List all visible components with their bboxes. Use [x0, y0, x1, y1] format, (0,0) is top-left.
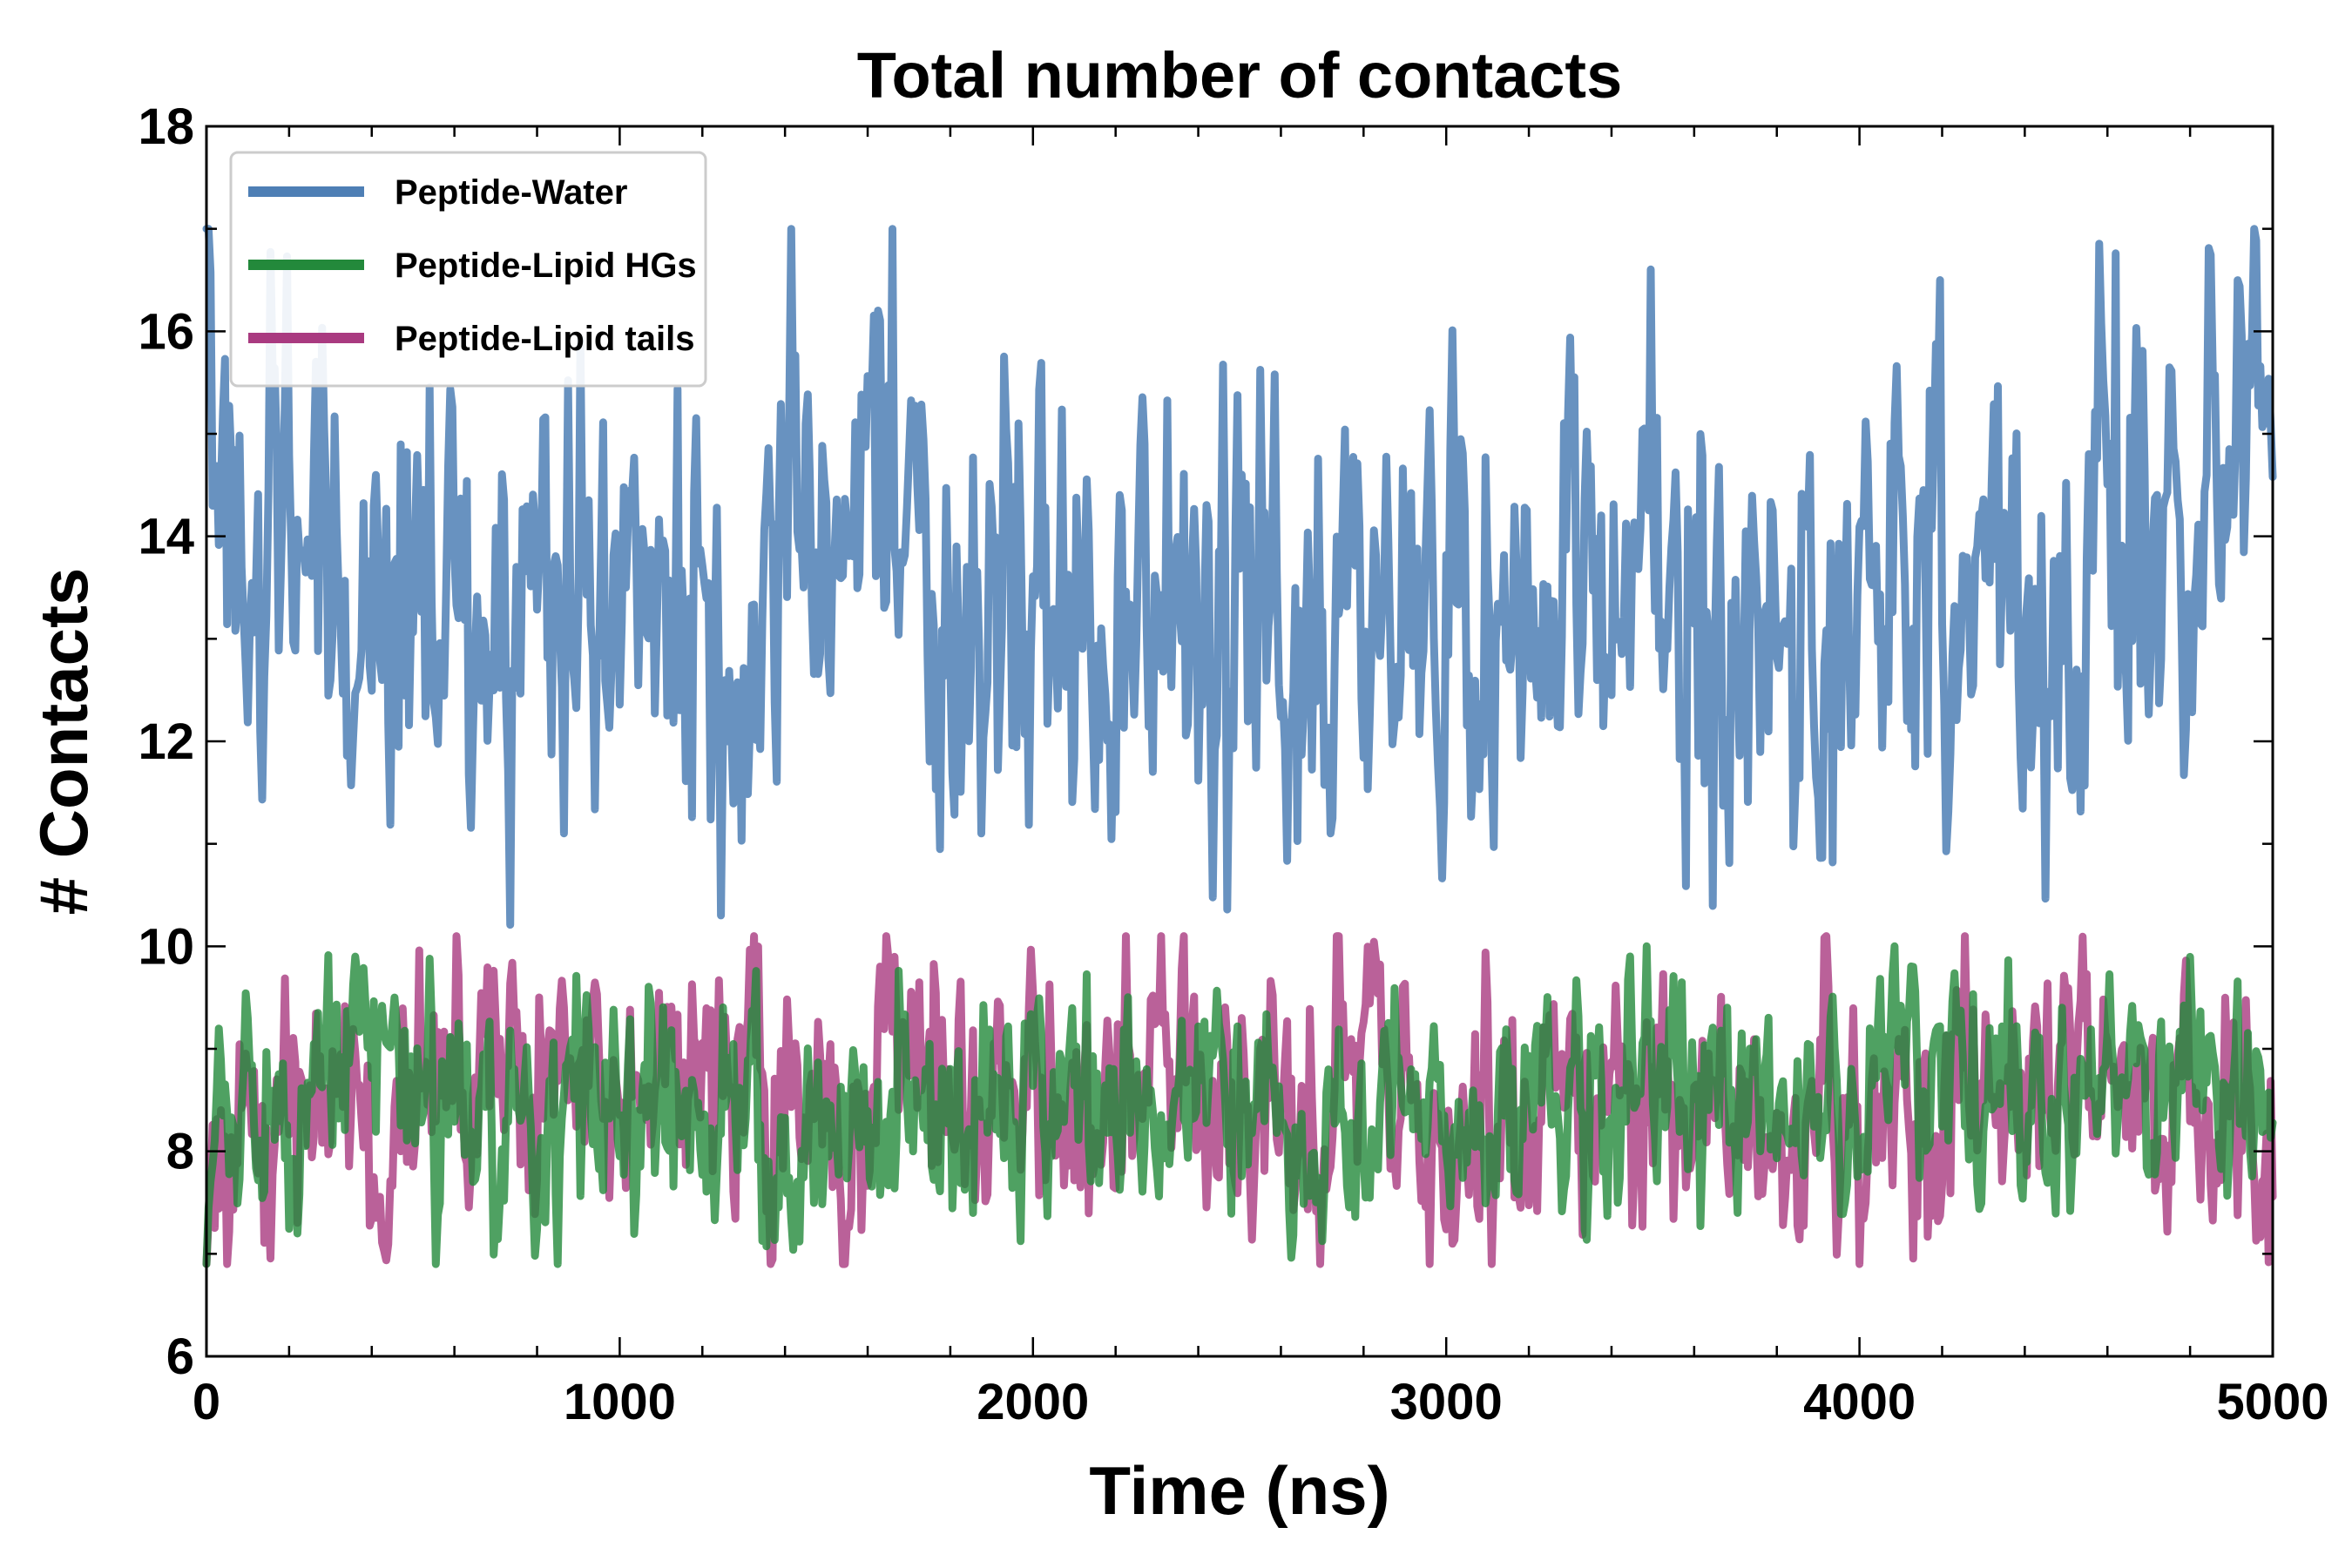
- y-tick-label: 18: [138, 98, 194, 155]
- y-tick-label: 8: [166, 1124, 194, 1180]
- y-tick-label: 6: [166, 1328, 194, 1385]
- y-tick-label: 12: [138, 713, 194, 770]
- x-tick-label: 2000: [977, 1374, 1089, 1430]
- x-axis-label: Time (ns): [1089, 1452, 1389, 1529]
- x-tick-label: 3000: [1390, 1374, 1503, 1430]
- series-line-peptide-water: [202, 225, 2277, 929]
- series-line-peptide-lipid-hgs: [202, 942, 2277, 1268]
- y-tick-label: 10: [138, 918, 194, 975]
- x-tick-label: 5000: [2216, 1374, 2328, 1430]
- x-tick-label: 4000: [1803, 1374, 1916, 1430]
- legend-label-peptide-water: Peptide-Water: [395, 173, 627, 212]
- legend-label-peptide-lipid-tails: Peptide-Lipid tails: [395, 320, 694, 358]
- y-tick-label: 16: [138, 303, 194, 360]
- legend-label-peptide-lipid-hgs: Peptide-Lipid HGs: [395, 247, 697, 285]
- legend-box: [229, 151, 707, 388]
- y-axis-label: # Contacts: [25, 568, 102, 916]
- x-tick-label: 1000: [564, 1374, 676, 1430]
- x-tick-label: 0: [193, 1374, 220, 1430]
- chart-title: Total number of contacts: [857, 39, 1622, 112]
- y-tick-label: 14: [138, 509, 194, 565]
